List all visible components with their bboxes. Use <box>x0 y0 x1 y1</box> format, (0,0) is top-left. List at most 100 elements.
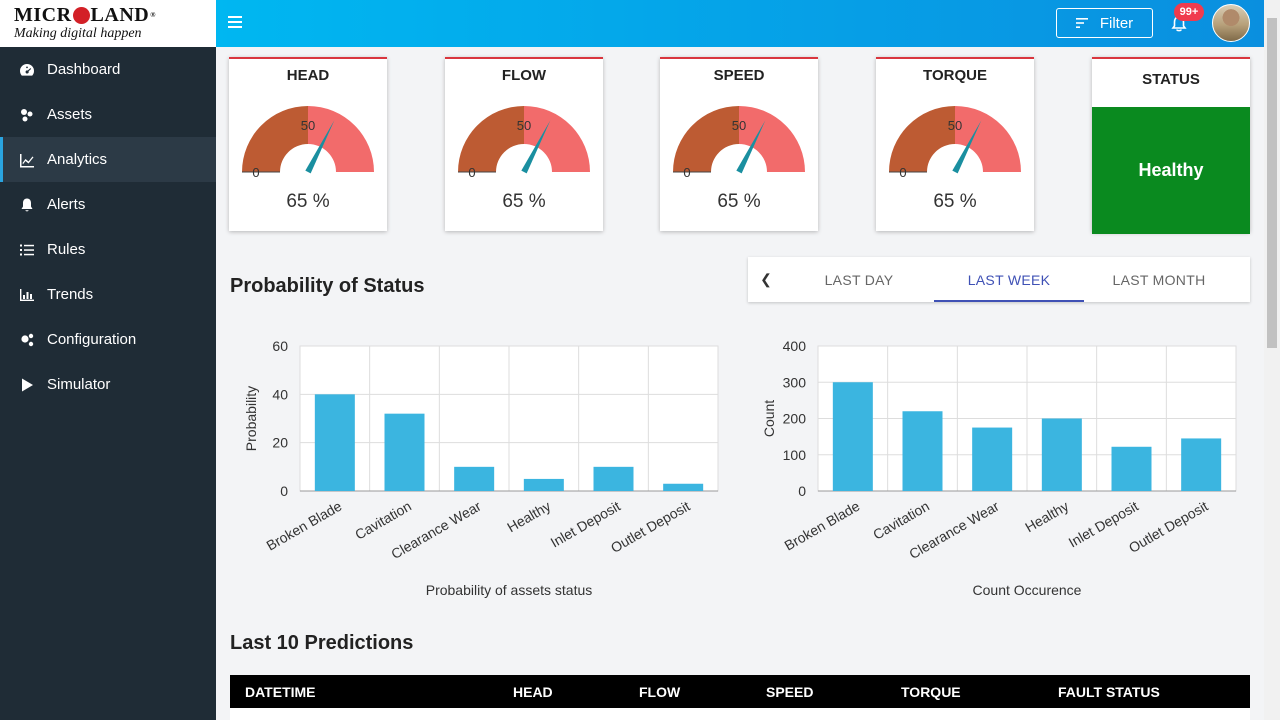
x-tick-label: Cavitation <box>870 498 932 543</box>
x-tick-label: Broken Blade <box>782 498 863 554</box>
logo-wordmark: MICR LAND ® <box>14 5 216 25</box>
tab-last-day[interactable]: LAST DAY <box>784 257 934 302</box>
column-torque[interactable]: TORQUE <box>901 683 961 700</box>
status-value-box: Healthy <box>1092 107 1250 234</box>
column-fault-status[interactable]: FAULT STATUS <box>1058 683 1160 700</box>
gauge-min-label: 0 <box>683 165 690 179</box>
y-tick-label: 60 <box>272 338 288 354</box>
y-tick-label: 400 <box>783 338 807 354</box>
y-tick-label: 20 <box>272 435 288 451</box>
sidebar-item-trends[interactable]: Trends <box>0 272 216 317</box>
gauge-value: 65 % <box>717 191 761 212</box>
sidebar-item-assets[interactable]: Assets <box>0 92 216 137</box>
sidebar-item-dashboard[interactable]: Dashboard <box>0 47 216 92</box>
gauge-low-segment <box>458 106 524 172</box>
gauge-min-label: 0 <box>252 165 259 179</box>
filter-button[interactable]: Filter <box>1056 8 1153 38</box>
filter-icon <box>1075 18 1088 28</box>
sidebar-item-simulator[interactable]: Simulator <box>0 362 216 407</box>
x-tick-label: Outlet Deposit <box>1126 498 1211 556</box>
bar-inlet-deposit <box>593 466 634 491</box>
gauge-value: 65 % <box>933 191 977 212</box>
gauge-needle <box>952 120 982 174</box>
column-head[interactable]: HEAD <box>513 683 553 700</box>
bell-icon <box>18 196 36 214</box>
gauge-mid-label: 50 <box>948 118 962 133</box>
tab-last-week-label: LAST WEEK <box>967 271 1051 288</box>
bar-clearance-wear <box>972 427 1013 491</box>
gauge-low-segment <box>242 106 308 172</box>
probability-section-title: Probability of Status <box>230 275 425 297</box>
bar-cavitation <box>902 411 943 491</box>
top-header: Filter 99+ <box>216 0 1264 47</box>
y-tick-label: 40 <box>272 386 288 402</box>
column-speed[interactable]: SPEED <box>766 683 814 700</box>
x-tick-label: Broken Blade <box>264 498 345 554</box>
gauge-needle <box>305 120 335 174</box>
gauge-title: TORQUE <box>923 67 987 84</box>
gauge-dial: 0 50 <box>458 106 590 179</box>
tab-last-month-label: LAST MONTH <box>1112 271 1206 288</box>
sidebar-item-configuration[interactable]: Configuration <box>0 317 216 362</box>
x-tick-label: Outlet Deposit <box>608 498 693 556</box>
sidebar-nav: Dashboard Assets Analytics Alerts Rules Trend… <box>0 47 216 407</box>
x-tick-label: Healthy <box>504 498 553 536</box>
tab-last-month[interactable]: LAST MONTH <box>1084 257 1234 302</box>
tab-last-week[interactable]: LAST WEEK <box>934 257 1084 302</box>
user-avatar[interactable] <box>1212 4 1250 42</box>
y-tick-label: 300 <box>783 374 807 390</box>
gauge-title: FLOW <box>501 67 547 84</box>
sidebar-item-analytics[interactable]: Analytics <box>0 137 216 182</box>
sidebar-item-label: Dashboard <box>47 61 121 78</box>
column-flow[interactable]: FLOW <box>639 683 681 700</box>
sidebar-item-alerts[interactable]: Alerts <box>0 182 216 227</box>
y-tick-label: 0 <box>280 483 288 499</box>
x-tick-label: Healthy <box>1022 498 1071 536</box>
filter-label: Filter <box>1099 14 1134 32</box>
bar-cavitation <box>384 413 425 491</box>
logo-text-right: LAND <box>90 4 150 26</box>
x-axis-title: Count Occurence <box>973 582 1082 598</box>
sidebar-item-label: Simulator <box>47 376 111 393</box>
sidebar: MICR LAND ® Making digital happen Dashboar… <box>0 0 216 720</box>
gauge-mid-label: 50 <box>732 118 746 133</box>
predictions-table-header: DATETIME HEAD FLOW SPEED TORQUE FAULT ST… <box>230 675 1250 708</box>
gauge-min-label: 0 <box>899 165 906 179</box>
y-tick-label: 200 <box>783 411 807 427</box>
column-datetime[interactable]: DATETIME <box>245 683 316 700</box>
gears-icon <box>18 331 36 349</box>
bar-healthy <box>1041 418 1082 491</box>
analytics-icon <box>18 151 36 169</box>
gauge-high-segment <box>308 106 374 172</box>
hamburger-menu-icon[interactable] <box>228 16 242 30</box>
bar-broken-blade <box>314 394 355 491</box>
gauge-high-segment <box>739 106 805 172</box>
x-axis-title: Probability of assets status <box>426 582 593 598</box>
gauge-card-head: HEAD 0 50 65 % <box>229 57 387 231</box>
status-title: STATUS <box>1142 71 1200 88</box>
scrollbar-thumb[interactable] <box>1267 18 1277 348</box>
tabs-prev-chevron-icon[interactable]: ❮ <box>760 271 772 287</box>
sidebar-item-rules[interactable]: Rules <box>0 227 216 272</box>
gauge-card-torque: TORQUE 0 50 65 % <box>876 57 1034 231</box>
sidebar-item-label: Trends <box>47 286 94 303</box>
sidebar-item-label: Rules <box>47 241 86 258</box>
gauge-title: SPEED <box>713 67 765 84</box>
assets-icon <box>18 106 36 124</box>
list-icon <box>18 241 36 259</box>
tab-last-day-label: LAST DAY <box>824 271 894 288</box>
bar-inlet-deposit <box>1111 446 1152 491</box>
x-tick-label: Cavitation <box>352 498 414 543</box>
gauge-high-segment <box>955 106 1021 172</box>
microland-logo[interactable]: MICR LAND ® Making digital happen <box>0 0 216 47</box>
play-icon <box>18 376 36 394</box>
gauge-value: 65 % <box>502 191 546 212</box>
gauge-card-flow: FLOW 0 50 65 % <box>445 57 603 231</box>
page-scrollbar[interactable] <box>1264 0 1280 720</box>
bar-healthy <box>523 478 564 491</box>
sidebar-item-label: Assets <box>47 106 93 123</box>
predictions-section-title: Last 10 Predictions <box>230 632 414 654</box>
status-card: STATUS Healthy <box>1092 57 1250 234</box>
